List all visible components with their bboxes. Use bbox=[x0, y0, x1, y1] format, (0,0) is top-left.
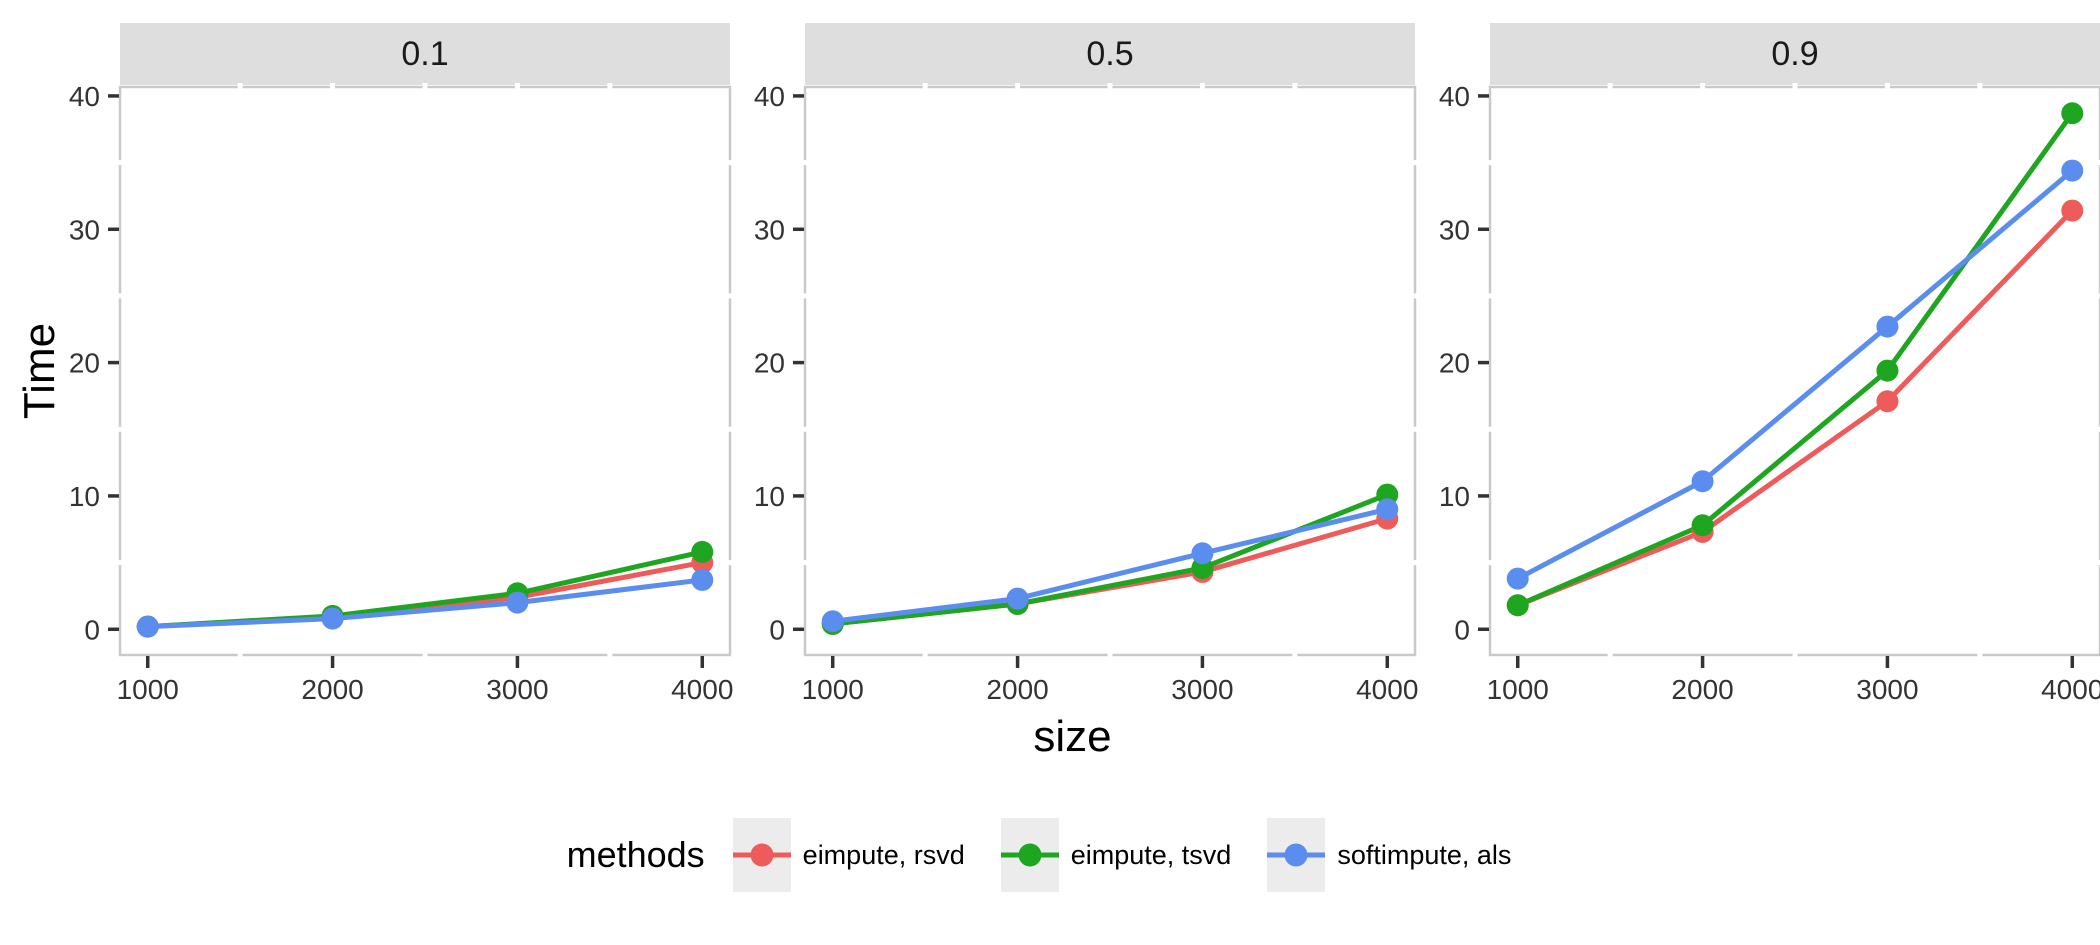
y-tick-label: 10 bbox=[754, 481, 785, 512]
data-point bbox=[1876, 390, 1899, 413]
data-point bbox=[1376, 498, 1399, 521]
facet-row: 0.1 0 10 20 30 40 1000 2000 3000 4000 0.5 0 10 20 3… bbox=[45, 23, 2100, 710]
panel-border bbox=[118, 85, 732, 657]
data-point bbox=[1506, 567, 1529, 590]
series-line bbox=[1515, 110, 2075, 608]
legend-title: methods bbox=[566, 834, 705, 875]
facet-strip-label: 0.9 bbox=[1490, 23, 2100, 85]
plot-panel: 0 10 20 30 40 1000 2000 3000 4000 bbox=[1439, 81, 2100, 705]
legend-label: eimpute, tsvd bbox=[1070, 839, 1232, 870]
series-line bbox=[830, 516, 1390, 627]
series-line bbox=[145, 577, 705, 630]
data-point bbox=[136, 615, 159, 638]
y-tick-label: 0 bbox=[769, 614, 785, 645]
x-tick-label: 3000 bbox=[1171, 674, 1233, 705]
facet-strip-label: 0.5 bbox=[805, 23, 1415, 85]
legend-item: eimpute, rsvd bbox=[732, 818, 965, 892]
facet-0.5: 0.5 0 10 20 30 40 1000 2000 3000 4000 bbox=[730, 23, 1419, 710]
data-point bbox=[1191, 542, 1214, 565]
legend-key-point bbox=[1018, 843, 1042, 867]
y-tick-label: 10 bbox=[69, 481, 100, 512]
y-tick-label: 30 bbox=[1439, 214, 1470, 245]
data-point bbox=[1506, 594, 1529, 617]
x-tick-label: 1000 bbox=[802, 674, 864, 705]
y-tick-label: 40 bbox=[69, 81, 100, 112]
data-point bbox=[1691, 514, 1714, 537]
legend-label: eimpute, rsvd bbox=[802, 839, 965, 870]
data-point bbox=[2061, 199, 2084, 222]
y-tick-label: 20 bbox=[1439, 348, 1470, 379]
y-tick-label: 40 bbox=[1439, 81, 1470, 112]
x-tick-label: 2000 bbox=[986, 674, 1048, 705]
panel-border bbox=[803, 85, 1417, 657]
y-tick-label: 10 bbox=[1439, 481, 1470, 512]
x-tick-label: 1000 bbox=[117, 674, 179, 705]
panel-border bbox=[1488, 85, 2100, 657]
facet-strip-label: 0.1 bbox=[120, 23, 730, 85]
y-tick-label: 30 bbox=[69, 214, 100, 245]
legend-item: softimpute, als bbox=[1267, 818, 1511, 892]
x-tick-label: 4000 bbox=[671, 674, 733, 705]
data-point bbox=[1876, 359, 1899, 382]
legend: methods eimpute, rsvd eimpute, tsvd soft… bbox=[0, 818, 2100, 892]
data-point bbox=[2061, 102, 2084, 125]
legend-key-point bbox=[1284, 843, 1308, 867]
x-tick-label: 2000 bbox=[301, 674, 363, 705]
legend-key-swatch bbox=[1267, 818, 1326, 892]
x-tick-label: 4000 bbox=[2041, 674, 2100, 705]
plot-panel: 0 10 20 30 40 1000 2000 3000 4000 bbox=[754, 81, 1419, 705]
y-tick-label: 30 bbox=[754, 214, 785, 245]
data-point bbox=[691, 540, 714, 563]
x-tick-label: 4000 bbox=[1356, 674, 1418, 705]
data-point bbox=[321, 607, 344, 630]
data-point bbox=[691, 568, 714, 591]
legend-item: eimpute, tsvd bbox=[1000, 818, 1232, 892]
y-tick-label: 40 bbox=[754, 81, 785, 112]
x-tick-label: 2000 bbox=[1671, 674, 1733, 705]
y-tick-label: 0 bbox=[1454, 614, 1470, 645]
data-point bbox=[506, 591, 529, 614]
series-line bbox=[1515, 208, 2075, 608]
series-line bbox=[830, 506, 1390, 624]
x-axis-title: size bbox=[1033, 712, 1112, 761]
y-tick-label: 0 bbox=[84, 614, 100, 645]
data-point bbox=[821, 610, 844, 633]
data-point bbox=[1006, 587, 1029, 610]
series-line bbox=[830, 492, 1390, 627]
legend-key-swatch bbox=[1000, 818, 1059, 892]
data-point bbox=[1876, 315, 1899, 338]
series-line bbox=[1515, 168, 2075, 582]
x-tick-label: 1000 bbox=[1487, 674, 1549, 705]
legend-key-point bbox=[750, 843, 774, 867]
plot-panel: 0 10 20 30 40 1000 2000 3000 4000 bbox=[69, 81, 734, 705]
facet-0.1: 0.1 0 10 20 30 40 1000 2000 3000 4000 bbox=[45, 23, 734, 710]
x-tick-label: 3000 bbox=[1856, 674, 1918, 705]
x-tick-label: 3000 bbox=[486, 674, 548, 705]
y-tick-label: 20 bbox=[754, 348, 785, 379]
data-point bbox=[2061, 159, 2084, 182]
legend-key-swatch bbox=[732, 818, 791, 892]
y-tick-label: 20 bbox=[69, 348, 100, 379]
legend-label: softimpute, als bbox=[1337, 839, 1512, 870]
facet-0.9: 0.9 0 10 20 30 40 1000 2000 3000 4000 bbox=[1415, 23, 2100, 710]
data-point bbox=[1691, 470, 1714, 493]
